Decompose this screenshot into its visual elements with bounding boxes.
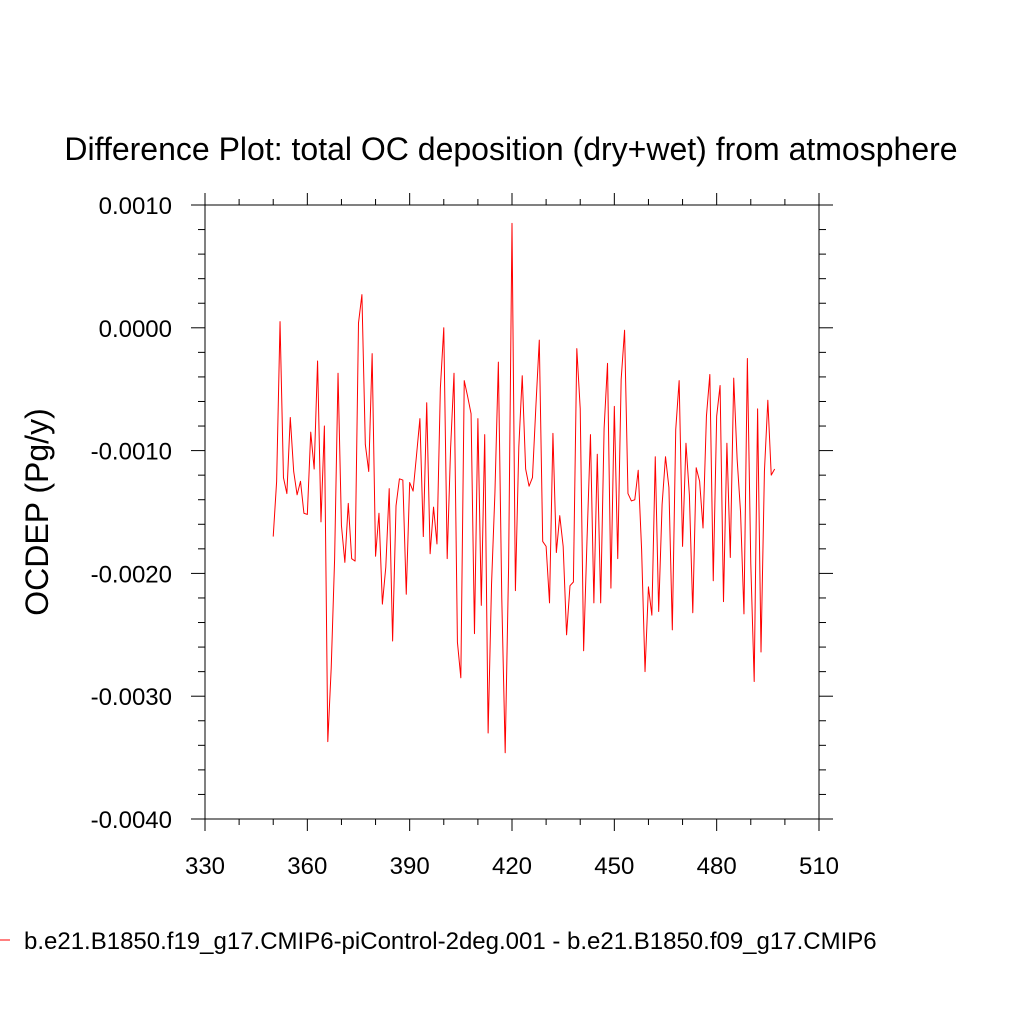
y-tick-label: -0.0040 <box>91 807 172 834</box>
x-tick-label: 330 <box>185 853 225 880</box>
y-tick-label: -0.0030 <box>91 684 172 711</box>
x-tick-label: 450 <box>594 853 634 880</box>
x-tick-label: 390 <box>390 853 430 880</box>
y-tick-label: 0.0010 <box>99 193 172 220</box>
legend-label: b.e21.B1850.f19_g17.CMIP6-piControl-2deg… <box>24 928 877 955</box>
series-layer <box>272 222 776 754</box>
y-axis-label: OCDEP (Pg/y) <box>19 408 55 615</box>
y-tick-label: 0.0000 <box>99 316 172 343</box>
y-tick-label: -0.0010 <box>91 439 172 466</box>
x-tick-label: 510 <box>799 853 839 880</box>
x-tick-label: 480 <box>697 853 737 880</box>
axis-ticks <box>191 193 833 831</box>
x-tick-label: 420 <box>492 853 532 880</box>
legend: b.e21.B1850.f19_g17.CMIP6-piControl-2deg… <box>0 928 877 955</box>
series-line <box>272 222 776 754</box>
plot-frame <box>204 204 820 820</box>
y-tick-label: -0.0020 <box>91 561 172 588</box>
chart-title: Difference Plot: total OC deposition (dr… <box>64 131 957 167</box>
x-tick-label: 360 <box>287 853 327 880</box>
axis-tick-labels: 330 360 390 420 450 480 510 -0.0040 -0.0030 -0.00… <box>91 193 839 880</box>
